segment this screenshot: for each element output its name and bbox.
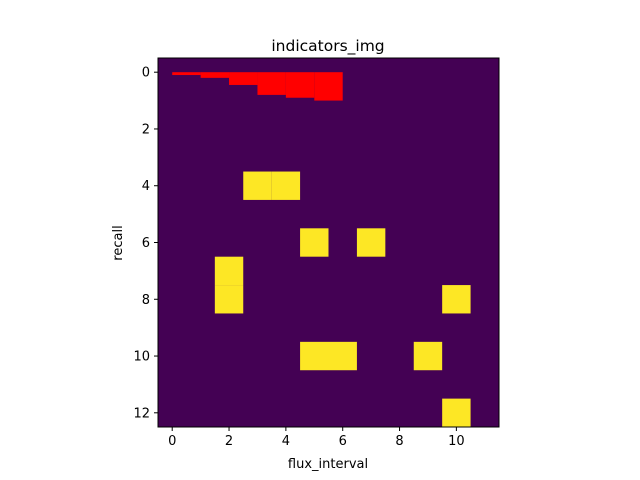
heatmap-cell <box>214 285 244 314</box>
y-tick-label: 10 <box>133 350 150 365</box>
overlay-step <box>229 72 258 85</box>
y-axis: 0 2 4 6 8 10 12 <box>133 66 158 421</box>
overlay-step <box>200 72 230 78</box>
x-axis-label: flux_interval <box>288 457 368 472</box>
heatmap-cell <box>300 341 329 371</box>
y-tick-label: 0 <box>142 66 150 81</box>
y-tick-label: 6 <box>142 236 150 251</box>
heatmap-cell <box>356 228 386 257</box>
chart-title: indicators_img <box>271 37 384 56</box>
y-tick-label: 2 <box>142 122 150 137</box>
x-tick-label: 0 <box>168 434 176 449</box>
x-tick-label: 2 <box>225 434 233 449</box>
heatmap-cell <box>442 285 471 314</box>
overlay-step <box>172 72 201 76</box>
plot-area <box>157 57 500 428</box>
x-axis: 0 2 4 6 8 10 <box>168 427 465 449</box>
heatmap-cell <box>271 171 301 200</box>
y-tick-label: 12 <box>133 406 150 421</box>
overlay-step <box>257 72 286 95</box>
heatmap-cell <box>328 341 357 371</box>
heatmap-cell <box>442 398 471 427</box>
y-axis-label: recall <box>111 225 126 260</box>
x-tick-label: 6 <box>339 434 347 449</box>
x-tick-label: 4 <box>282 434 290 449</box>
y-tick-label: 8 <box>142 293 150 308</box>
heatmap-cell <box>413 341 443 371</box>
x-tick-label: 8 <box>395 434 403 449</box>
heatmap-cell <box>214 256 244 286</box>
heatmap-cell <box>300 228 329 257</box>
overlay-step <box>314 72 343 101</box>
y-tick-label: 4 <box>142 179 150 194</box>
overlay-step <box>285 72 315 98</box>
heatmap-cell <box>243 171 272 200</box>
x-tick-label: 10 <box>448 434 465 449</box>
